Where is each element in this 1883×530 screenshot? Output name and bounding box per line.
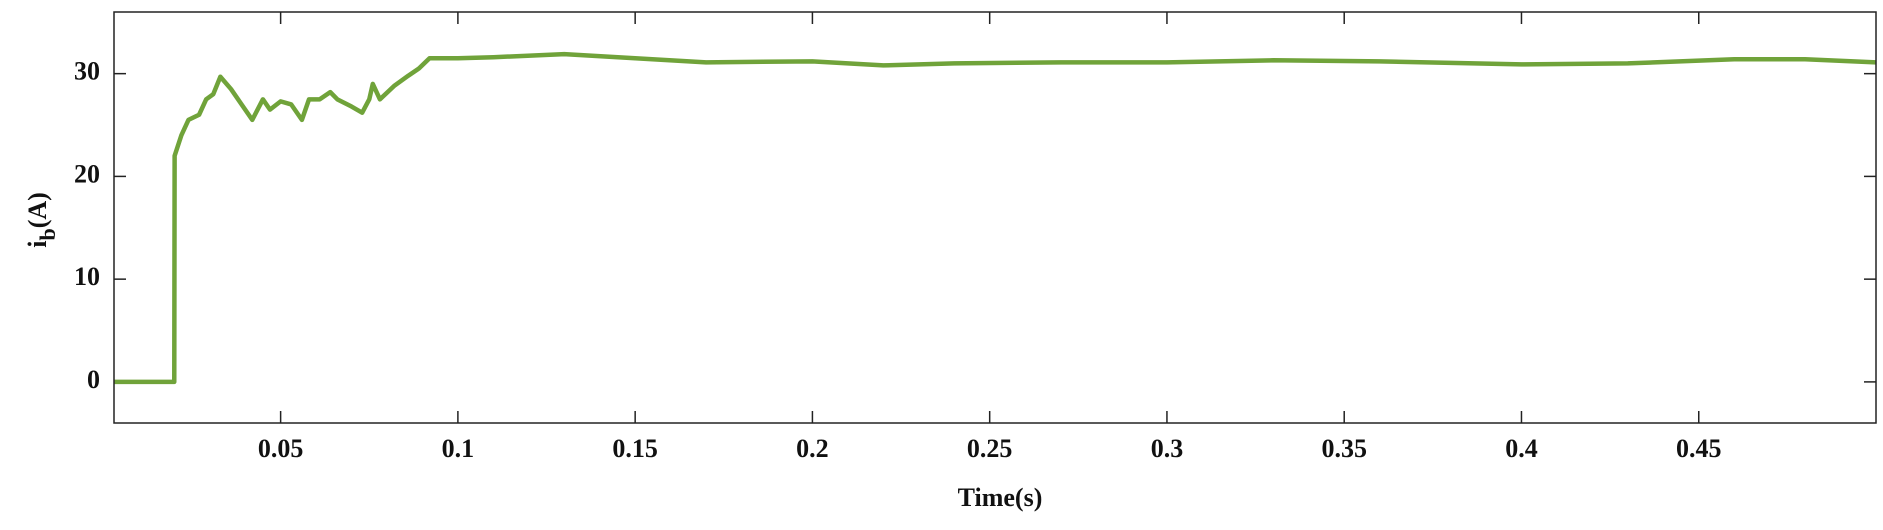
x-tick-label: 0.2 — [796, 434, 829, 463]
plot-frame — [113, 11, 1877, 424]
y-axis-label: ib(A) — [23, 192, 60, 248]
y-label-unit: (A) — [23, 192, 52, 228]
x-tick-label: 0.45 — [1676, 434, 1722, 463]
data-line — [114, 51, 1877, 385]
y-tick-label: 10 — [74, 262, 100, 291]
x-tick-label: 0.1 — [442, 434, 475, 463]
y-tick-label: 30 — [74, 57, 100, 86]
y-label-main: i — [23, 241, 52, 248]
x-tick-label: 0.3 — [1151, 434, 1184, 463]
y-label-sub: b — [35, 228, 60, 240]
y-tick-label: 0 — [87, 365, 100, 394]
x-tick-label: 0.05 — [258, 434, 304, 463]
x-tick-label: 0.35 — [1321, 434, 1367, 463]
y-tick-label: 20 — [74, 159, 100, 188]
x-tick-label: 0.15 — [612, 434, 658, 463]
x-axis-label: Time(s) — [958, 483, 1043, 512]
x-tick-label: 0.4 — [1505, 434, 1538, 463]
x-tick-label: 0.25 — [967, 434, 1013, 463]
